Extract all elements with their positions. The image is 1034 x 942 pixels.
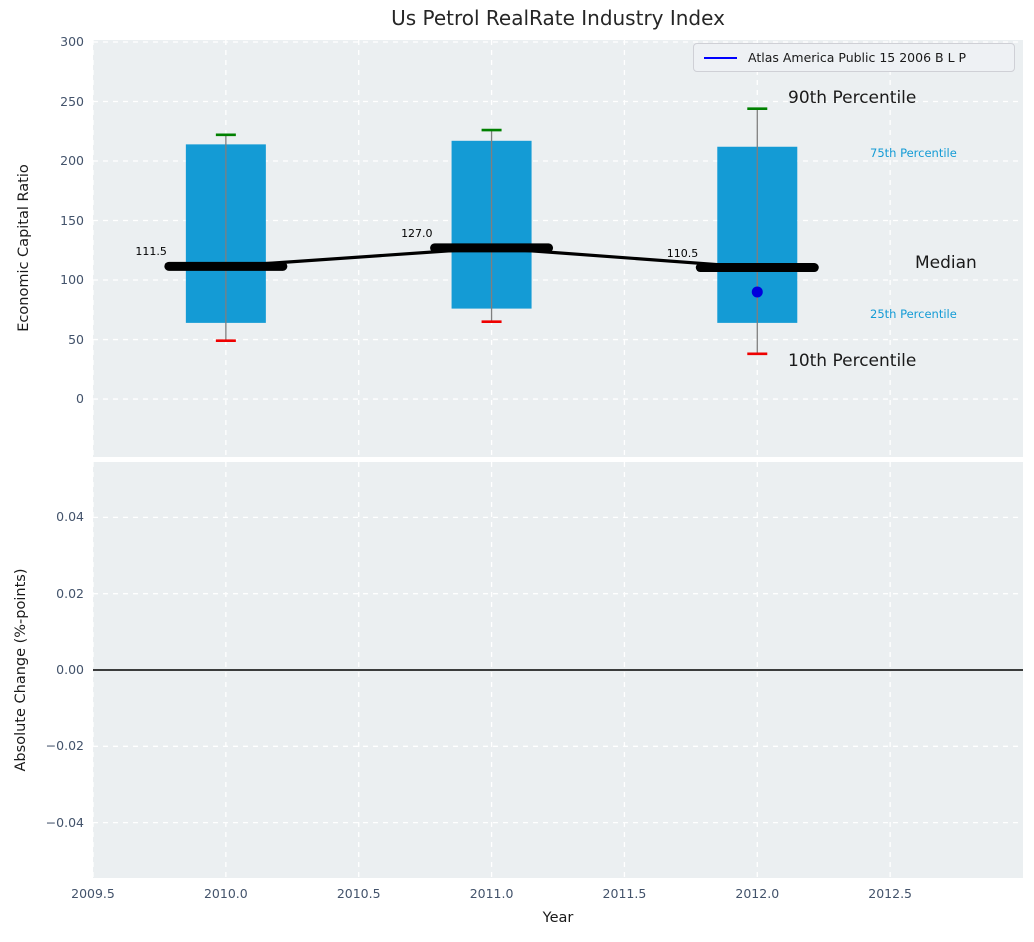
median-value-label-2011: 127.0	[401, 226, 433, 240]
xtick-label-2012.5: 2012.5	[868, 886, 913, 901]
chart-title: Us Petrol RealRate Industry Index	[391, 6, 725, 30]
annotation-median: Median	[915, 253, 977, 273]
top-ytick-label-300: 300	[60, 34, 84, 50]
top-ytick-label-100: 100	[60, 272, 84, 288]
annotation-10th-percentile: 10th Percentile	[788, 351, 917, 371]
median-value-label-2012: 110.5	[666, 246, 699, 260]
xtick-label-2009.5: 2009.5	[71, 886, 115, 901]
xtick-label-2011.5: 2011.5	[602, 886, 647, 901]
top-ytick-label-200: 200	[60, 153, 84, 169]
annotation-90th-percentile: 90th Percentile	[788, 88, 917, 108]
top-ytick-label-50: 50	[68, 331, 84, 347]
bottom-ytick-label-0.00: 0.00	[56, 662, 84, 677]
legend-entry-label: Atlas America Public 15 2006 B L P	[748, 50, 967, 65]
top-ytick-label-0: 0	[76, 391, 84, 407]
xtick-label-2011.0: 2011.0	[469, 886, 514, 901]
top-ytick-label-250: 250	[60, 93, 84, 109]
top-ytick-label-150: 150	[60, 212, 84, 228]
x-axis-label: Year	[542, 910, 574, 926]
xtick-label-2012.0: 2012.0	[735, 886, 780, 901]
top-y-axis-label: Economic Capital Ratio	[16, 164, 32, 332]
median-value-label-2010: 111.5	[135, 245, 167, 259]
annotation-25th-percentile: 25th Percentile	[870, 307, 957, 321]
bottom-ytick-label-−0.04: −0.04	[45, 814, 84, 830]
xtick-label-2010.5: 2010.5	[336, 886, 381, 901]
legend: Atlas America Public 15 2006 B L P	[693, 43, 1015, 72]
bottom-ytick-label-−0.02: −0.02	[45, 738, 84, 754]
annotation-75th-percentile: 75th Percentile	[870, 146, 957, 160]
xtick-label-2010.0: 2010.0	[203, 886, 248, 901]
company-point	[751, 286, 763, 298]
legend-line-sample-icon	[704, 56, 737, 59]
bottom-ytick-label-0.02: 0.02	[56, 585, 84, 601]
bottom-ytick-label-0.04: 0.04	[56, 509, 84, 525]
